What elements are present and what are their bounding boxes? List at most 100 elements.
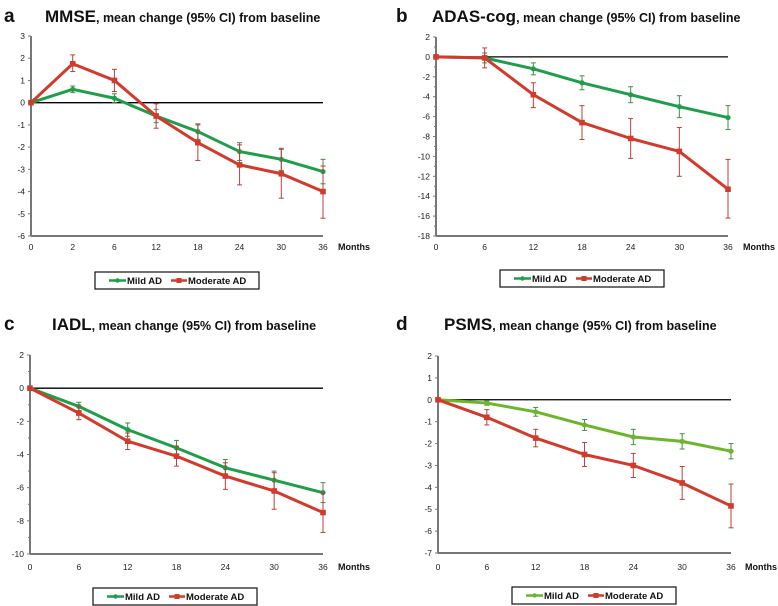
legend-label-mild: Mild AD (127, 276, 162, 287)
data-point (530, 66, 536, 72)
y-tick-label: -2 (422, 72, 430, 82)
x-axis-label: Months (745, 562, 777, 572)
y-tick-label: -12 (418, 171, 431, 181)
x-tick-label: 2 (70, 242, 75, 252)
y-tick-label: -2 (17, 142, 25, 152)
y-tick-label: 2 (425, 32, 430, 42)
y-tick-label: -6 (16, 483, 24, 493)
data-point (532, 435, 539, 441)
x-tick-label: 24 (221, 562, 231, 572)
y-tick-label: 0 (19, 383, 24, 393)
y-tick-label: 1 (20, 75, 25, 85)
data-point (581, 422, 588, 428)
panel-a: a MMSE, mean change (95% CI) from baselin… (4, 6, 370, 290)
legend: Mild AD Moderate AD (499, 269, 665, 288)
data-point (320, 509, 326, 516)
data-point (320, 188, 326, 195)
data-point (222, 473, 229, 479)
chart-title: PSMS, mean change (95% CI) from baseline (444, 315, 717, 334)
data-point (484, 414, 490, 421)
series-line (30, 87, 324, 173)
series-moderate-ad (28, 54, 326, 219)
data-point (676, 104, 682, 110)
y-tick-label: -4 (424, 482, 432, 492)
x-tick-label: 12 (123, 562, 133, 572)
x-tick-label: 18 (580, 562, 590, 572)
y-tick-label: -2 (16, 416, 24, 426)
x-tick-label: 12 (531, 562, 541, 572)
panel-c: c IADL, mean change (95% CI) from baselin… (4, 314, 370, 606)
series-line (29, 62, 324, 193)
data-point (70, 86, 76, 92)
chart-title: MMSE, mean change (95% CI) from baseline (45, 7, 320, 26)
legend-marker-moderate (593, 593, 599, 598)
data-point (433, 54, 439, 60)
chart-title-sub: , mean change (95% CI) from baseline (96, 11, 320, 25)
data-point (725, 114, 731, 121)
x-tick-label: 18 (193, 242, 203, 252)
legend: Mild AD Moderate AD (94, 271, 260, 290)
y-tick-label: 2 (20, 53, 25, 63)
x-tick-label: 6 (76, 562, 81, 572)
data-point (679, 480, 685, 486)
y-tick-label: -6 (424, 526, 432, 536)
y-tick-label: -5 (424, 504, 432, 514)
data-point (195, 139, 201, 146)
x-tick-label: 30 (677, 562, 687, 572)
x-tick-label: 6 (112, 242, 117, 252)
data-point (76, 410, 82, 416)
data-point (628, 92, 634, 98)
x-tick-label: 6 (484, 562, 489, 572)
y-tick-label: -5 (17, 209, 25, 219)
y-tick-label: -2 (424, 439, 432, 449)
data-point (676, 148, 683, 155)
series-mild-ad (435, 397, 734, 460)
legend-marker-mild (115, 278, 120, 283)
x-tick-label: 18 (577, 242, 587, 252)
y-tick-label: -10 (418, 151, 431, 161)
x-tick-label: 30 (675, 242, 685, 252)
legend-marker-mild (113, 594, 118, 599)
data-point (111, 77, 118, 84)
x-tick-label: 24 (629, 562, 639, 572)
x-tick-label: 0 (436, 562, 441, 572)
x-tick-label: 30 (277, 242, 287, 252)
data-point (679, 438, 685, 444)
y-tick-label: 0 (20, 98, 25, 108)
data-point (579, 119, 585, 126)
panel-letter: c (4, 314, 15, 335)
panel-letter: b (396, 6, 408, 27)
x-axis-label: Months (743, 242, 775, 252)
legend: Mild AD Moderate AD (511, 586, 677, 605)
x-tick-label: 0 (434, 242, 439, 252)
x-tick-label: 36 (723, 242, 733, 252)
data-point (124, 438, 131, 445)
data-point (435, 396, 441, 403)
legend-marker-moderate (176, 278, 182, 283)
y-tick-label: -7 (424, 548, 432, 558)
chart-title-sub: , mean change (95% CI) from baseline (492, 319, 716, 333)
y-tick-label: -1 (424, 417, 432, 427)
y-tick-label: -6 (422, 112, 430, 122)
data-point (728, 448, 734, 454)
chart-title: ADAS-cog, mean change (95% CI) from base… (432, 7, 740, 26)
legend-marker-mild (520, 276, 525, 281)
x-tick-label: 12 (151, 242, 161, 252)
x-tick-label: 0 (29, 242, 34, 252)
data-point (579, 80, 585, 86)
data-point (728, 503, 734, 509)
panel-letter: a (4, 6, 15, 27)
series-mild-ad (27, 385, 326, 504)
chart-title: IADL, mean change (95% CI) from baseline (52, 315, 316, 334)
y-tick-label: 0 (425, 52, 430, 62)
series-moderate-ad (435, 396, 734, 529)
data-point (111, 95, 118, 101)
legend-label-moderate: Moderate AD (186, 592, 244, 603)
data-point (581, 451, 588, 458)
data-point (125, 427, 131, 433)
y-tick-label: -10 (12, 549, 25, 559)
legend: Mild AD Moderate AD (92, 587, 258, 606)
legend-label-moderate: Moderate AD (605, 591, 663, 602)
data-point (530, 91, 537, 98)
